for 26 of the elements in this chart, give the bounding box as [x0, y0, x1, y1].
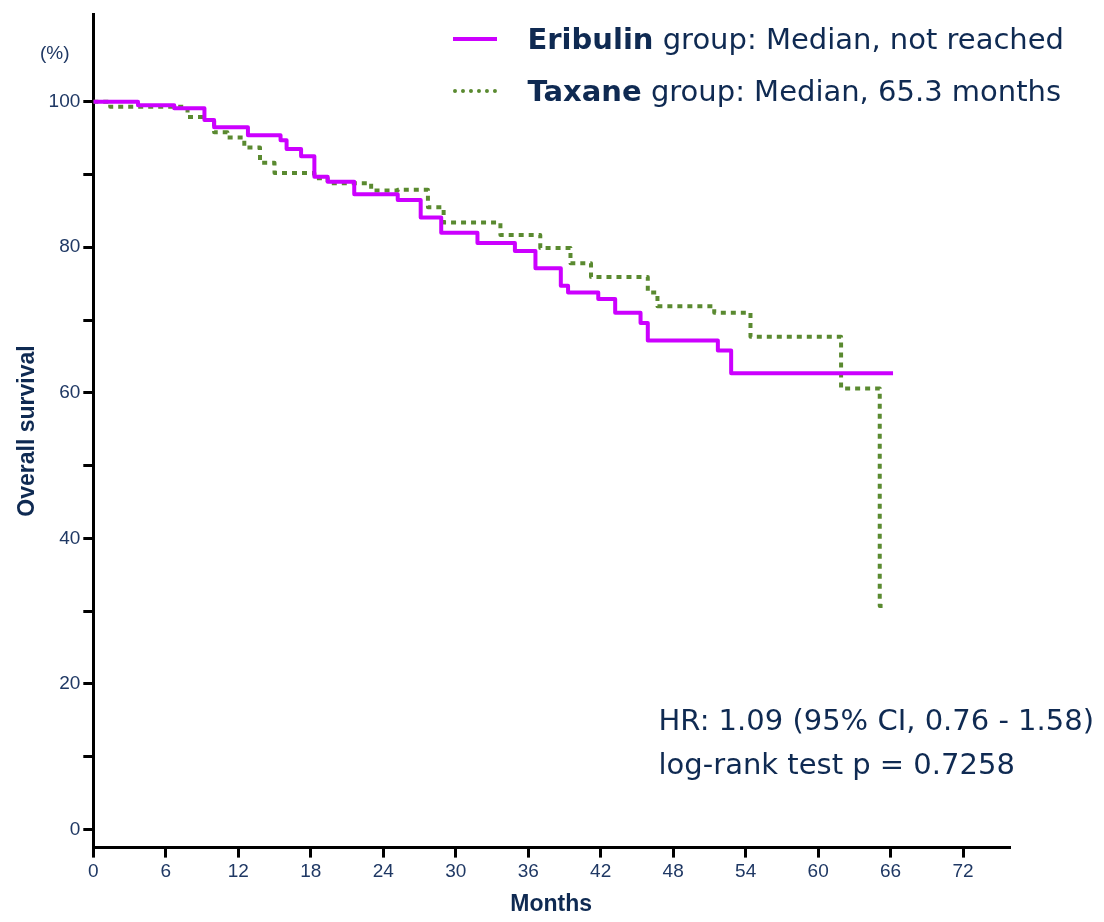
text: (%) [40, 42, 70, 64]
x-tick-label: 18 [300, 860, 322, 882]
x-tick-label: 42 [590, 860, 612, 882]
y-tick-label: 100 [48, 89, 81, 111]
y-tick-label: 40 [59, 526, 81, 548]
x-tick-label: 36 [517, 860, 539, 882]
x-tick-label: 0 [88, 860, 99, 882]
y-tick-label: 80 [59, 235, 81, 257]
y-tick-label: 60 [59, 381, 81, 403]
y-axis-title: Overall survival [13, 345, 40, 517]
annotation: HR: 1.09 (95% CI, 0.76 - 1.58) [658, 702, 1094, 739]
y-tick-label: 0 [69, 817, 81, 839]
x-tick-label: 60 [807, 860, 829, 882]
annotation: log-rank test p = 0.7258 [658, 746, 1016, 783]
x-tick-label: 24 [372, 860, 395, 882]
x-tick-label: 6 [160, 860, 172, 882]
legend-label: Taxane group: Median, 65.3 months [527, 74, 1062, 108]
x-tick-label: 48 [662, 860, 684, 882]
x-tick-label: 72 [952, 860, 974, 882]
x-axis-title: Months [510, 889, 593, 916]
x-tick-label: 12 [227, 860, 249, 882]
x-tick-label: 66 [880, 860, 902, 882]
x-tick-label: 54 [735, 860, 757, 882]
x-tick-label: 30 [445, 860, 467, 882]
legend-label: Eribulin group: Median, not reached [527, 22, 1064, 56]
y-tick-label: 20 [59, 672, 81, 694]
